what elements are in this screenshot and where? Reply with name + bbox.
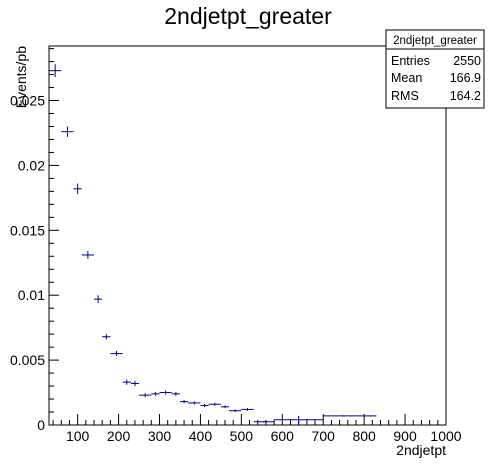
data-point bbox=[130, 380, 140, 387]
data-point bbox=[200, 403, 209, 408]
data-point bbox=[208, 402, 221, 406]
stats-box-frame bbox=[385, 29, 485, 109]
x-tick-label: 500 bbox=[230, 428, 254, 444]
y-axis: 0 0.005 0.01 0.015 0.02 0.025 bbox=[10, 48, 59, 433]
data-point bbox=[323, 415, 365, 417]
data-point bbox=[81, 251, 95, 259]
y-tick-label: 0 bbox=[37, 417, 45, 433]
x-tick-label: 900 bbox=[393, 428, 417, 444]
y-axis-label: Events/pb bbox=[13, 46, 29, 108]
data-point bbox=[171, 391, 180, 396]
stats-box-title: 2ndjetpt_greater bbox=[393, 35, 477, 47]
data-point bbox=[73, 183, 82, 194]
data-point bbox=[159, 390, 172, 395]
data-point bbox=[241, 408, 254, 411]
data-point bbox=[122, 379, 131, 385]
data-point bbox=[188, 401, 201, 405]
stats-box: 2ndjetpt_greater Entries 2550 Mean 166.9… bbox=[385, 29, 485, 109]
x-axis-label: 2ndjetpt bbox=[396, 442, 446, 458]
y-tick-label: 0.01 bbox=[18, 287, 45, 303]
y-tick-label: 0.02 bbox=[18, 157, 45, 173]
y-tick-label: 0.005 bbox=[10, 352, 45, 368]
chart-title: 2ndjetpt_greater bbox=[164, 3, 332, 29]
x-tick-label: 300 bbox=[148, 428, 172, 444]
data-point bbox=[49, 64, 62, 78]
x-tick-label: 1000 bbox=[430, 428, 461, 444]
data-point bbox=[110, 351, 123, 357]
data-point bbox=[102, 334, 111, 340]
data-series bbox=[49, 64, 377, 424]
y-tick-label: 0.015 bbox=[10, 222, 45, 238]
data-point bbox=[179, 400, 189, 404]
data-point bbox=[151, 391, 160, 396]
stats-entries-value: 2550 bbox=[453, 54, 481, 68]
x-axis: 100 200 300 400 500 600 700 800 900 1000 bbox=[52, 414, 462, 444]
x-tick-label: 400 bbox=[189, 428, 213, 444]
x-tick-label: 600 bbox=[271, 428, 295, 444]
data-point bbox=[253, 420, 275, 423]
data-point bbox=[274, 415, 324, 424]
data-point bbox=[61, 126, 74, 137]
x-tick-label: 700 bbox=[312, 428, 336, 444]
data-point bbox=[139, 393, 152, 398]
stats-rms-value: 164.2 bbox=[450, 89, 481, 103]
plot-frame bbox=[48, 45, 447, 426]
data-point bbox=[220, 405, 230, 409]
stats-entries-label: Entries bbox=[391, 54, 430, 68]
data-point bbox=[94, 295, 103, 303]
x-tick-label: 800 bbox=[352, 428, 376, 444]
data-point bbox=[229, 409, 242, 413]
stats-mean-label: Mean bbox=[391, 71, 422, 85]
y-tick-label: 0.025 bbox=[10, 93, 45, 109]
x-tick-label: 200 bbox=[107, 428, 131, 444]
stats-rms-label: RMS bbox=[391, 89, 419, 103]
x-tick-label: 100 bbox=[66, 428, 90, 444]
data-point bbox=[364, 415, 377, 417]
stats-mean-value: 166.9 bbox=[450, 71, 481, 85]
